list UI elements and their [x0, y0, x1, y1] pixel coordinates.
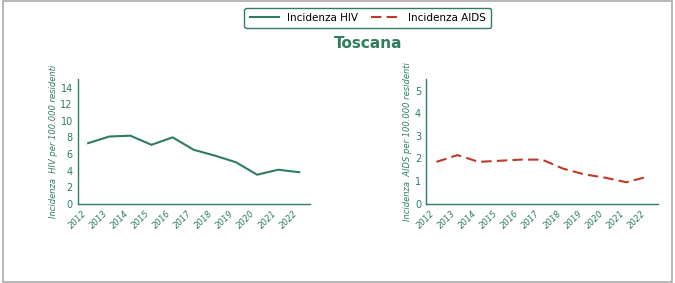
Legend: Incidenza HIV, Incidenza AIDS: Incidenza HIV, Incidenza AIDS	[244, 8, 491, 29]
Y-axis label: Incidenza  AIDS per 100.000 residenti: Incidenza AIDS per 100.000 residenti	[403, 62, 412, 221]
Text: Toscana: Toscana	[333, 36, 402, 52]
Y-axis label: Incidenza  HIV per 100.000 residenti: Incidenza HIV per 100.000 residenti	[49, 65, 57, 218]
